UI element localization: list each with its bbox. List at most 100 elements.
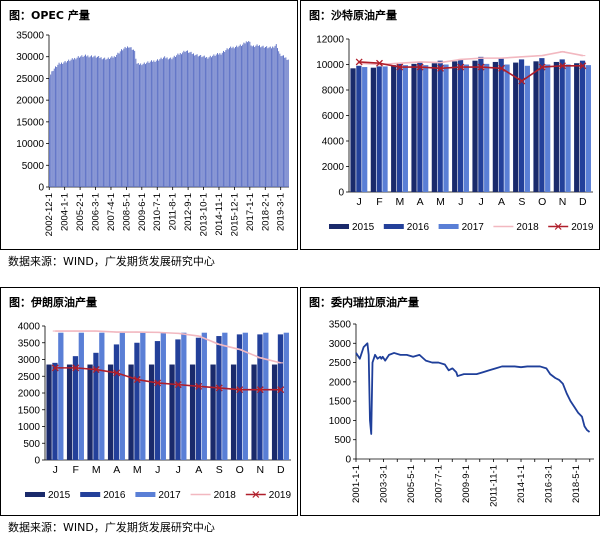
opec-bar (260, 47, 262, 188)
opec-bar (139, 64, 140, 187)
opec-xtick-label: 2011-8-1 (168, 193, 179, 230)
opec-bar (249, 41, 251, 187)
iran-legend-swatch-2015 (25, 492, 45, 497)
saudi-bar-2015 (574, 63, 580, 192)
iran-bar-2017 (181, 332, 187, 460)
iran-marker-2019 (277, 386, 285, 394)
iran-xtick-label: O (236, 464, 244, 476)
iran-legend-swatch-2016 (80, 492, 101, 497)
iran-xtick-label: S (216, 464, 223, 476)
saudi-bar-2016 (376, 66, 382, 192)
opec-bar (230, 46, 232, 187)
iran-marker-2019 (113, 369, 121, 377)
opec-bar (119, 51, 121, 187)
saudi-xtick-label: A (498, 196, 505, 208)
iran-bar-2015 (169, 364, 175, 460)
saudi-bar-2015 (472, 60, 478, 192)
opec-bar (189, 52, 191, 187)
opec-bar (226, 48, 228, 187)
opec-bar (71, 58, 73, 187)
opec-bar (103, 58, 104, 187)
opec-bar (205, 57, 206, 187)
saudi-bar-2015 (370, 67, 376, 192)
iran-bar-2015 (128, 364, 134, 460)
opec-bar (122, 50, 124, 187)
opec-xtick-label: 2007-4-1 (106, 193, 117, 231)
iran-bar-2017 (201, 332, 207, 460)
iran-bar-2015 (210, 364, 216, 460)
iran-legend-label: 2019 (269, 490, 292, 501)
opec-bar (195, 54, 197, 187)
opec-bar (80, 56, 82, 187)
opec-bar (223, 50, 224, 187)
opec-bar (183, 50, 185, 188)
opec-bar (76, 57, 78, 187)
opec-bar (112, 57, 114, 188)
opec-bar (57, 64, 59, 187)
opec-bar (153, 60, 155, 187)
opec-bar (274, 45, 276, 188)
iran-bar-2015 (46, 364, 52, 460)
saudi-title: 图：沙特原油产量 (309, 9, 397, 22)
iran-ytick-label: 1500 (18, 405, 41, 416)
opec-bar (239, 44, 241, 188)
source-note-top: 数据来源：WIND，广发期货发展研究中心 (8, 255, 215, 268)
saudi-bar-2016 (356, 65, 362, 192)
opec-bar (65, 62, 67, 187)
opec-bar (73, 59, 74, 187)
saudi-legend-label: 2018 (516, 222, 539, 233)
opec-bar (242, 44, 244, 188)
opec-bar (86, 56, 88, 187)
saudi-xtick-label: N (559, 196, 567, 208)
iran-marker-2019 (133, 376, 141, 384)
opec-bar (238, 45, 240, 188)
saudi-line-2019 (359, 61, 583, 83)
opec-bar (269, 46, 271, 187)
venez-xtick-label: 2014-1-1 (516, 465, 527, 503)
opec-bar (77, 56, 79, 187)
saudi-marker-2019 (355, 58, 363, 66)
saudi-marker-2019 (579, 62, 587, 70)
venez-ytick-label: 3500 (329, 320, 352, 331)
iran-bar-2017 (140, 332, 146, 460)
opec-bar (225, 50, 227, 187)
opec-bar (243, 42, 245, 187)
opec-bar (287, 59, 289, 188)
opec-bar (273, 47, 275, 187)
iran-marker-2019 (154, 379, 162, 387)
iran-xtick-label: M (92, 464, 101, 476)
opec-bar (154, 61, 156, 188)
opec-xtick-label: 2019-3-1 (276, 193, 287, 231)
saudi-marker-2019 (518, 77, 526, 85)
opec-bar (277, 48, 278, 188)
opec-xtick-label: 2012-9-1 (183, 193, 194, 231)
iran-bar-2015 (189, 364, 196, 460)
opec-bar (151, 60, 152, 187)
iran-xtick-label: D (277, 464, 285, 476)
iran-line-2018 (55, 330, 281, 364)
opec-bar (178, 54, 180, 187)
venez-ytick-label: 1000 (329, 416, 352, 427)
opec-bar (89, 56, 91, 187)
opec-xtick-label: 2010-7-1 (152, 193, 163, 231)
saudi-xtick-label: F (376, 196, 382, 208)
opec-bar (140, 63, 142, 188)
opec-bar (231, 48, 233, 187)
venez-xtick-label: 2003-3-1 (379, 465, 390, 503)
opec-xtick-label: 2013-10-1 (199, 193, 210, 236)
iran-bar-2017 (119, 332, 125, 460)
iran-xtick-label: M (133, 464, 142, 476)
opec-bar (278, 51, 280, 187)
opec-bar (145, 64, 146, 187)
opec-bar (244, 43, 246, 188)
saudi-marker-2019 (396, 63, 404, 71)
opec-bar (67, 61, 68, 187)
opec-bar (55, 66, 56, 187)
opec-bar (187, 50, 188, 188)
opec-bar (232, 46, 234, 187)
saudi-bar-2015 (492, 61, 498, 193)
iran-marker-2019 (195, 382, 203, 390)
opec-bar (136, 63, 138, 187)
